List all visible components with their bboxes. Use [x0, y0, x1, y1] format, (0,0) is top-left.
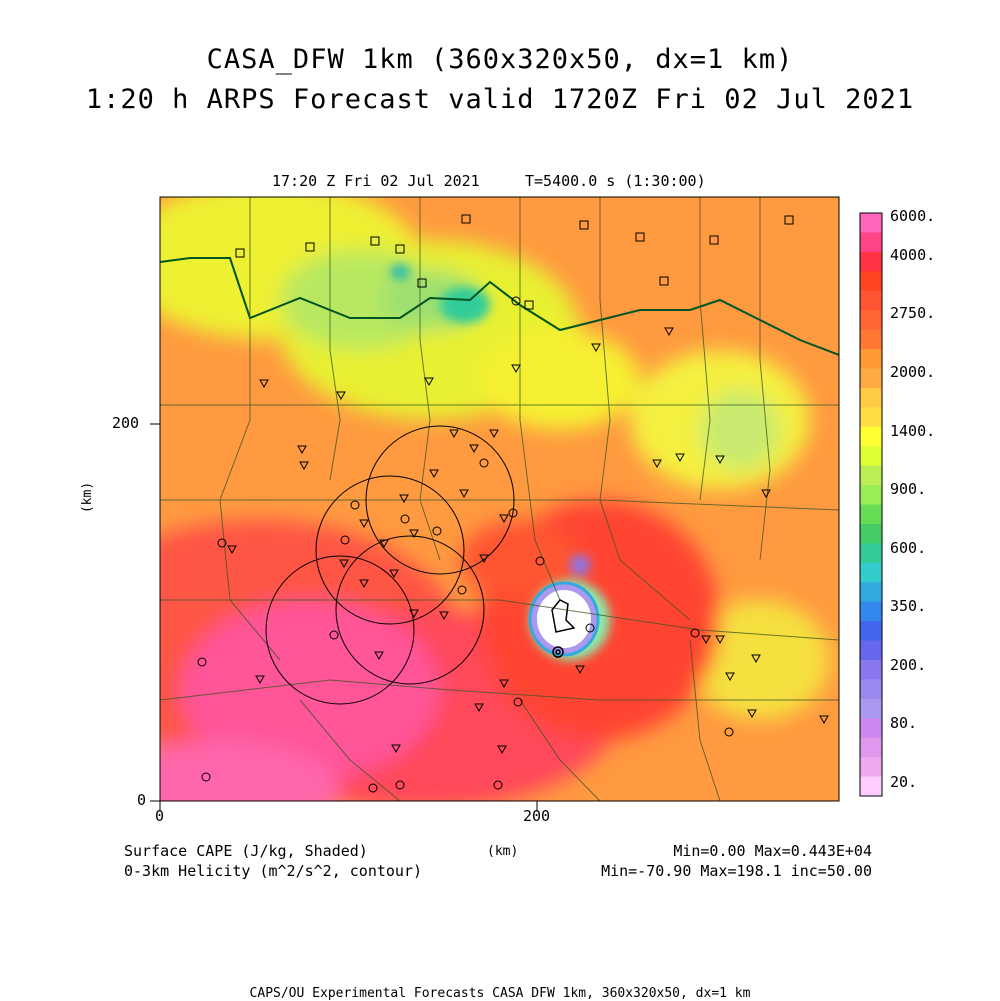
colorbar-swatch [860, 659, 882, 680]
colorbar-swatch [860, 426, 882, 447]
cb-label: 350. [890, 597, 927, 615]
title-line1: CASA_DFW 1km (360x320x50, dx=1 km) [206, 44, 794, 75]
footer: CAPS/OU Experimental Forecasts CASA DFW … [249, 986, 751, 1001]
model-time: T=5400.0 s (1:30:00) [525, 172, 706, 190]
colorbar-swatch [860, 232, 882, 253]
cb-label: 2750. [890, 304, 936, 322]
x-tick-200: 200 [523, 807, 551, 825]
colorbar-swatch [860, 329, 882, 350]
cape-shading [160, 197, 839, 801]
colorbar-swatch [860, 290, 882, 311]
colorbar-swatch [860, 562, 882, 583]
x-tick-0: 0 [155, 807, 165, 825]
cb-label: 200. [890, 656, 927, 674]
colorbar-swatch [860, 621, 882, 642]
colorbar-swatch [860, 310, 882, 331]
colorbar-swatch [860, 368, 882, 389]
legend-helicity: 0-3km Helicity (m^2/s^2, contour) [124, 862, 423, 880]
y-tick-200: 200 [112, 414, 140, 432]
cb-label: 900. [890, 480, 927, 498]
cb-label: 2000. [890, 363, 936, 381]
y-tick-0: 0 [137, 791, 147, 809]
cb-label: 4000. [890, 246, 936, 264]
colorbar-swatch [860, 698, 882, 719]
colorbar-frame [859, 212, 883, 797]
cb-label: 1400. [890, 422, 936, 440]
colorbar-swatch [860, 776, 882, 797]
colorbar-swatch [860, 387, 882, 408]
colorbar-swatch [860, 446, 882, 467]
colorbar-swatch [860, 757, 882, 778]
cb-label: 20. [890, 773, 918, 791]
valid-time: 17:20 Z Fri 02 Jul 2021 [272, 172, 480, 190]
y-axis-label: (km) [80, 481, 96, 514]
colorbar-swatch [860, 213, 882, 233]
cb-label: 80. [890, 714, 918, 732]
cb-label: 600. [890, 539, 927, 557]
legend-cape: Surface CAPE (J/kg, Shaded) [124, 842, 368, 860]
colorbar-swatch [860, 407, 882, 428]
colorbar-swatch [860, 251, 882, 272]
colorbar-swatch [860, 523, 882, 544]
colorbar-swatch [860, 485, 882, 505]
colorbar-swatch [860, 465, 882, 486]
colorbar-swatch [860, 640, 882, 661]
colorbar-swatch [860, 737, 882, 758]
colorbar-swatch [860, 601, 882, 622]
stats-cape: Min=0.00 Max=0.443E+04 [673, 842, 872, 860]
station-markers [197, 214, 829, 793]
colorbar-swatch [860, 349, 882, 369]
colorbar-swatch [860, 504, 882, 525]
plot-frame [159, 196, 840, 802]
cb-label: 6000. [890, 207, 936, 225]
colorbar-swatch [860, 543, 882, 564]
x-axis-label: (km) [487, 844, 519, 859]
stats-helicity: Min=-70.90 Max=198.1 inc=50.00 [601, 862, 872, 880]
colorbar-swatch [860, 271, 882, 292]
title-line2: 1:20 h ARPS Forecast valid 1720Z Fri 02 … [85, 84, 915, 115]
colorbar-swatch [860, 679, 882, 700]
colorbar [860, 213, 882, 797]
colorbar-swatch [860, 582, 882, 603]
colorbar-swatch [860, 718, 882, 739]
